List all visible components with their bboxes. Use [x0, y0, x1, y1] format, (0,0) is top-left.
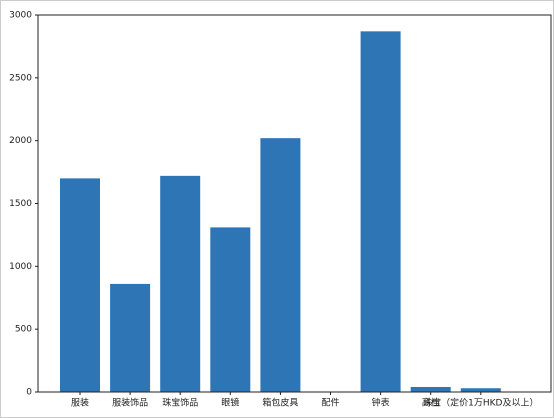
- x-tick-label: 眼镜: [221, 397, 239, 409]
- bar: [60, 178, 100, 392]
- x-tick-label: 珠宝饰品: [162, 397, 198, 409]
- bar: [210, 227, 251, 392]
- x-tick-label: 配件: [321, 397, 339, 409]
- bar: [360, 31, 401, 392]
- x-tick-label: 箱包皮具: [262, 397, 298, 409]
- y-tick-label: 2000: [9, 136, 32, 146]
- bar: [410, 386, 451, 392]
- x-tick-label: 钟表: [372, 397, 390, 409]
- plot-frame: [37, 14, 552, 393]
- x-tick-label: 服装: [71, 397, 89, 409]
- bar: [260, 138, 301, 392]
- y-tick-label: 1500: [9, 199, 32, 209]
- y-tick-label: 2500: [9, 73, 32, 83]
- x-tick-label: 珠宝（定价1万HKD及以上）: [423, 397, 538, 409]
- x-tick-label: 高档: [422, 397, 440, 409]
- x-tick-label: 服装饰品: [112, 397, 148, 409]
- bar: [160, 175, 201, 392]
- y-tick-label: 500: [15, 325, 32, 335]
- y-tick-label: 1000: [9, 262, 32, 272]
- bar: [110, 283, 151, 392]
- bar: [460, 388, 501, 392]
- y-tick-label: 0: [26, 388, 32, 398]
- y-tick-label: 3000: [9, 11, 32, 21]
